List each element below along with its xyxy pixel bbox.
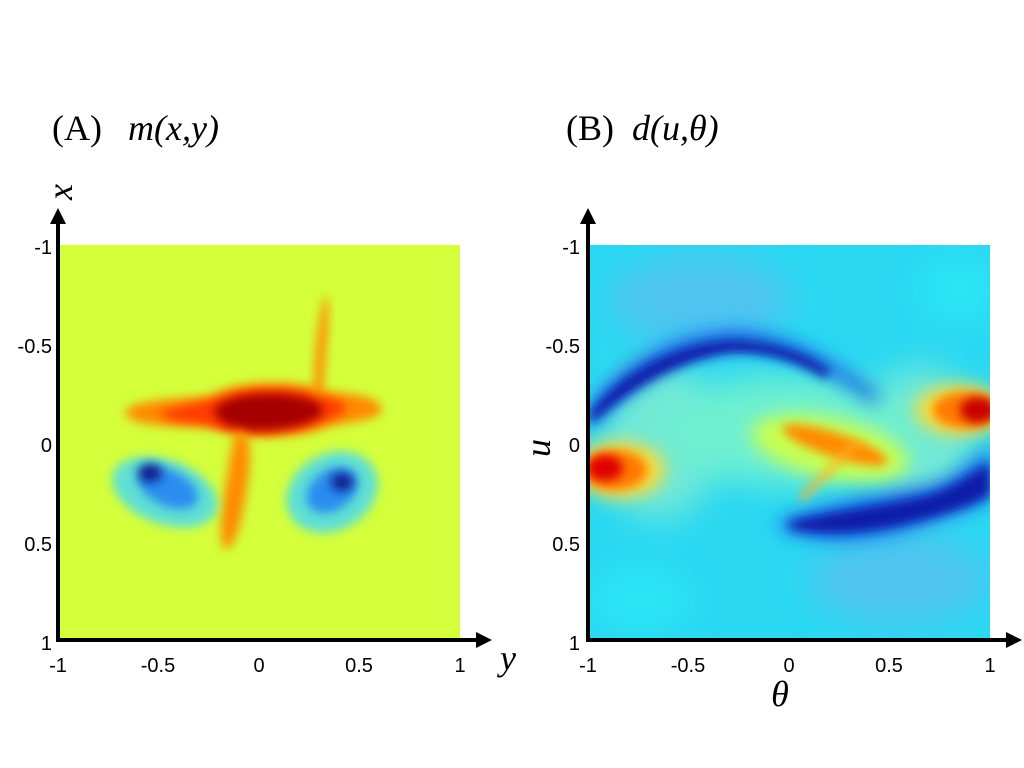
panel-b-central-streak [782,424,888,500]
panel-b-y-ticks: -1 -0.5 0 0.5 1 [546,237,580,655]
panel-a-y-tick: -0.5 [18,336,52,358]
panel-a-y-ticks: -1 -0.5 0 0.5 1 [18,237,52,655]
panel-b-heatmap [590,245,990,640]
panel-b-title: d(u,θ) [632,108,719,148]
panel-b-x-axis-label: θ [771,674,789,714]
panel-a-y-tick: 1 [41,633,52,655]
panel-a-x-tick: 1 [454,655,465,677]
panel-b-y-tick: 0.5 [552,534,580,556]
panel-a-axes [50,208,492,648]
panel-b-x-tick: 0.5 [875,655,903,677]
panel-a-x-tick: -1 [49,655,67,677]
panel-a-x-axis-arrow [476,632,492,648]
panel-b-y-tick: -0.5 [546,336,580,358]
panel-b-y-axis-arrow [580,208,596,224]
panel-a-x-tick: 0 [253,655,264,677]
panel-a-title: m(x,y) [128,108,219,148]
panel-b-lower-band [780,445,990,540]
panel-a-heatmap [60,245,460,640]
panel-a-vertical-stripe-upper [314,295,329,395]
panel-b-upper-band [590,330,880,430]
panel-b-axes [580,208,1022,648]
panel-a-x-tick: -0.5 [141,655,175,677]
panel-a-label: (A) [52,108,102,148]
panel-b-x-ticks: -1 -0.5 0 0.5 1 [579,655,995,677]
panel-a-background [60,245,460,640]
panel-b-x-tick: -1 [579,655,597,677]
panel-a-horizontal-band [125,382,382,437]
panel-b-label: (B) [566,108,614,148]
panel-a-y-axis-label: x [40,184,80,201]
panel-b-x-tick: -0.5 [671,655,705,677]
panel-b: (B) d(u,θ) [518,108,1022,714]
panel-a-y-tick: 0 [41,435,52,457]
panel-a-vertical-stripe-lower [220,430,250,550]
panel-b-right-red-blob [915,385,990,435]
panel-b-x-tick: 0 [783,655,794,677]
panel-a-x-axis-label: y [497,638,516,678]
panel-a: (A) m(x,y) [18,108,516,678]
panel-b-x-tick: 1 [984,655,995,677]
panel-b-y-axis-label: u [518,439,558,457]
panel-a-left-blob [112,456,218,528]
panel-b-y-tick: 1 [569,633,580,655]
panel-a-x-ticks: -1 -0.5 0 0.5 1 [49,655,465,677]
panel-b-left-red-blob [590,442,665,498]
panel-a-y-tick: 0.5 [24,534,52,556]
panel-a-y-axis-arrow [50,208,66,224]
panel-a-x-tick: 0.5 [345,655,373,677]
panel-b-y-tick: -1 [562,237,580,259]
panel-a-y-tick: -1 [34,237,52,259]
panel-a-right-blob [286,451,378,533]
panel-b-x-axis-arrow [1006,632,1022,648]
panel-b-y-tick: 0 [569,435,580,457]
